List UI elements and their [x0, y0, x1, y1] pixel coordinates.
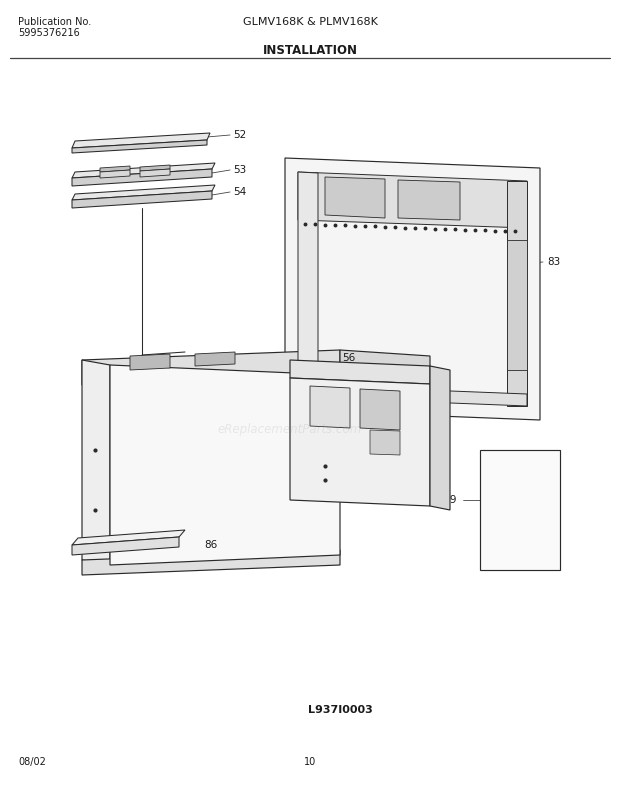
Polygon shape [140, 165, 170, 171]
Text: 52: 52 [233, 130, 246, 140]
Text: 9999: 9999 [430, 495, 456, 505]
Polygon shape [110, 365, 340, 565]
Text: Publication No.: Publication No. [18, 17, 91, 27]
Polygon shape [370, 430, 400, 455]
Polygon shape [72, 133, 210, 148]
Text: GLMV168K & PLMV168K: GLMV168K & PLMV168K [242, 17, 378, 27]
Polygon shape [398, 180, 460, 220]
Polygon shape [140, 169, 170, 177]
Polygon shape [325, 177, 385, 218]
Text: 83: 83 [547, 257, 560, 267]
Polygon shape [72, 185, 215, 200]
Polygon shape [82, 360, 110, 565]
Text: 5995376216: 5995376216 [18, 28, 80, 38]
Polygon shape [480, 450, 560, 570]
Polygon shape [82, 350, 340, 385]
Text: eReplacementParts.com: eReplacementParts.com [218, 423, 362, 437]
Text: INSTALLATION: INSTALLATION [262, 44, 358, 56]
Polygon shape [285, 158, 540, 420]
Polygon shape [82, 550, 340, 575]
Text: L937I0003: L937I0003 [308, 705, 373, 715]
Polygon shape [507, 181, 527, 406]
Polygon shape [72, 191, 212, 208]
Text: 08/02: 08/02 [18, 757, 46, 767]
Polygon shape [298, 385, 527, 406]
Polygon shape [290, 378, 430, 506]
Polygon shape [100, 170, 130, 178]
Polygon shape [100, 166, 130, 172]
Polygon shape [310, 386, 350, 428]
Polygon shape [507, 240, 527, 370]
Polygon shape [360, 389, 400, 430]
Text: 56: 56 [342, 353, 355, 363]
Polygon shape [72, 530, 185, 545]
Text: 86: 86 [204, 540, 217, 550]
Text: 53: 53 [233, 165, 246, 175]
Polygon shape [195, 352, 235, 366]
Polygon shape [72, 140, 207, 153]
Text: 10: 10 [304, 757, 316, 767]
Polygon shape [430, 366, 450, 510]
Polygon shape [298, 172, 527, 228]
Polygon shape [72, 169, 212, 186]
Polygon shape [130, 354, 170, 370]
Polygon shape [340, 350, 430, 380]
Polygon shape [72, 163, 215, 178]
Text: 54: 54 [233, 187, 246, 197]
Polygon shape [290, 360, 430, 384]
Polygon shape [72, 537, 179, 555]
Polygon shape [298, 172, 318, 397]
